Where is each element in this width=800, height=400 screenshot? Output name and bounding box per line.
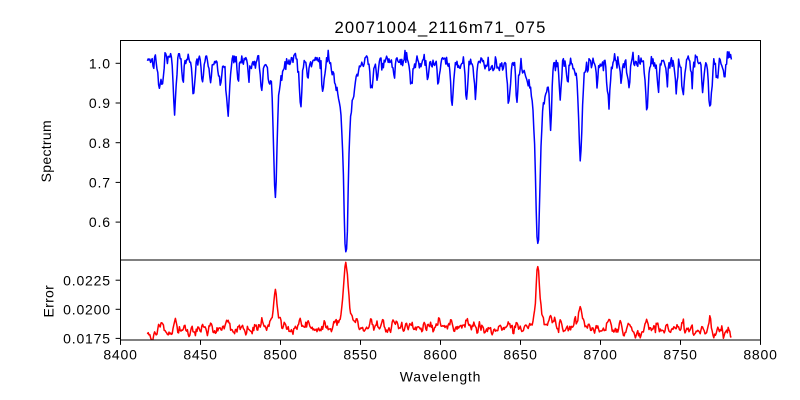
svg-text:0.0200: 0.0200 — [63, 301, 111, 317]
svg-text:8700: 8700 — [583, 347, 617, 363]
svg-text:Wavelength: Wavelength — [400, 369, 481, 385]
svg-text:8800: 8800 — [743, 347, 777, 363]
svg-text:0.9: 0.9 — [89, 95, 111, 111]
svg-text:8600: 8600 — [423, 347, 457, 363]
svg-text:0.0225: 0.0225 — [63, 272, 111, 288]
svg-text:Error: Error — [40, 285, 56, 318]
svg-text:8400: 8400 — [103, 347, 137, 363]
svg-text:Spectrum: Spectrum — [38, 120, 54, 182]
svg-text:0.8: 0.8 — [89, 135, 111, 151]
svg-text:0.7: 0.7 — [89, 175, 111, 191]
svg-text:8450: 8450 — [183, 347, 217, 363]
svg-text:8650: 8650 — [503, 347, 537, 363]
svg-text:8550: 8550 — [343, 347, 377, 363]
svg-text:1.0: 1.0 — [89, 55, 111, 71]
svg-text:8750: 8750 — [663, 347, 697, 363]
svg-text:0.0175: 0.0175 — [63, 331, 111, 347]
svg-text:0.6: 0.6 — [89, 214, 111, 230]
svg-text:8500: 8500 — [263, 347, 297, 363]
svg-text:20071004_2116m71_075: 20071004_2116m71_075 — [335, 18, 547, 37]
